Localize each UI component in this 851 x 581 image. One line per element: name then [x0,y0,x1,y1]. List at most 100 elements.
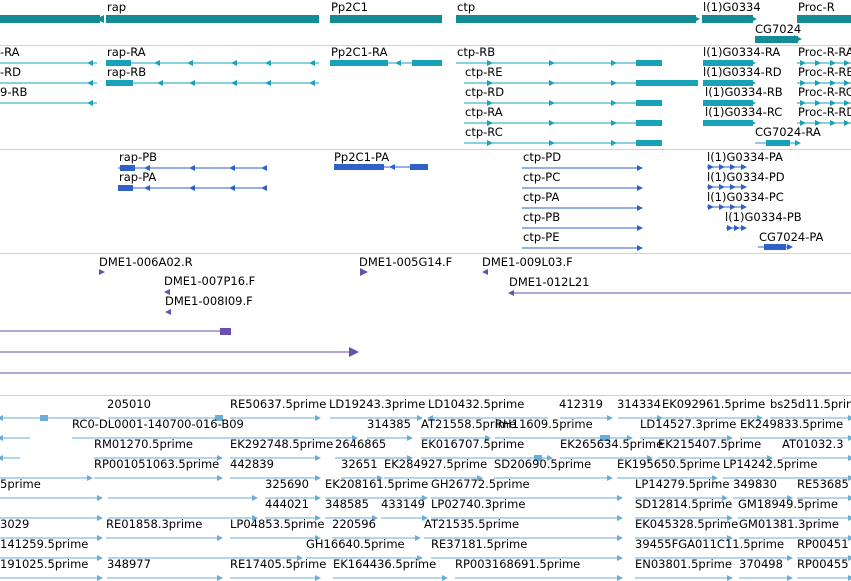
est-label[interactable]: GM18949.5prime [738,497,838,511]
est-label[interactable]: EK249833.5prime [740,417,844,431]
est-label[interactable]: 5prime [0,477,41,491]
insertion-label[interactable]: DME1-007P16.F [164,274,256,288]
est-label[interactable]: AT21535.5prime [424,517,520,531]
translation-exon[interactable] [334,164,384,170]
est-label[interactable]: EK045328.5prime [635,517,739,531]
transcript-label[interactable]: rap-RA [107,45,146,59]
translation-exon[interactable] [118,185,133,191]
est-label[interactable]: EN03801.5prime [635,557,732,571]
est-label[interactable]: RE50637.5prime [230,397,327,411]
est-label[interactable]: 348585 [325,497,369,511]
gene-label[interactable]: Proc-R [798,0,835,14]
est-label[interactable]: RE53685 [797,477,849,491]
est-label[interactable]: EK292748.5prime [230,437,334,451]
transcript-label[interactable]: ctp-RC [465,125,503,139]
translation-label[interactable]: l(1)G0334-PB [725,210,802,224]
gene-bar[interactable] [330,15,442,23]
translation-label[interactable]: rap-PA [119,170,157,184]
translation-label[interactable]: ctp-PE [523,230,560,244]
transcript-label[interactable]: l(1)G0334-RD [703,65,782,79]
est-label[interactable]: 32651 [341,457,378,471]
est-block[interactable] [600,435,610,441]
est-label[interactable]: 412319 [559,397,603,411]
est-label[interactable]: LD10432.5prime [428,397,525,411]
est-label[interactable]: 205010 [107,397,151,411]
est-label[interactable]: EK265634.5prime [560,437,664,451]
transcript-label[interactable]: Proc-R-RB [798,65,851,79]
translation-label[interactable]: Pp2C1-PA [334,150,390,164]
translation-label[interactable]: ctp-PC [523,170,561,184]
insertion-label[interactable]: DME1-012L21 [509,275,590,289]
est-label[interactable]: RM01270.5prime [94,437,193,451]
translation-label[interactable]: ctp-PD [523,150,562,164]
translation-label[interactable]: l(1)G0334-PA [707,150,783,164]
est-label[interactable]: 220596 [332,517,376,531]
gene-label[interactable]: ctp [457,0,476,14]
est-label[interactable]: AT21558.5prime [421,417,517,431]
transcript-label[interactable]: ctp-RA [465,105,503,119]
est-label[interactable]: RP003168691.5prime [455,557,581,571]
gene-bar[interactable] [106,15,319,23]
transcript-exon[interactable] [330,60,388,66]
translation-label[interactable]: ctp-PA [523,190,560,204]
est-label[interactable]: RE17405.5prime [230,557,327,571]
transcript-exon[interactable] [412,60,442,66]
transcript-label[interactable]: -RA [0,45,20,59]
insertion-label[interactable]: DME1-009L03.F [482,255,573,269]
transcript-label[interactable]: Pp2C1-RA [331,45,388,59]
est-label[interactable]: SD12814.5prime [635,497,733,511]
transcript-exon[interactable] [636,140,662,146]
est-label[interactable]: 191025.5prime [0,557,89,571]
est-label[interactable]: 325690 [265,477,309,491]
est-label[interactable]: 314334 [617,397,661,411]
est-label[interactable]: 141259.5prime [0,537,89,551]
gene-bar[interactable] [702,15,753,23]
translation-label[interactable]: rap-PB [119,150,158,164]
est-label[interactable]: EK195650.5prime [617,457,721,471]
est-label[interactable]: EK284927.5prime [384,457,488,471]
insertion-label[interactable]: DME1-006A02.R [99,255,193,269]
est-label[interactable]: RE37181.5prime [431,537,528,551]
transcript-exon[interactable] [766,140,790,146]
transcript-label[interactable]: Proc-R-RD [798,105,851,119]
transcript-label[interactable]: ctp-RD [465,85,505,99]
transcript-label[interactable]: Proc-R-RC [798,85,851,99]
est-label[interactable]: RC0-DL0001-140700-016-B09 [72,417,244,431]
est-label[interactable]: 3029 [0,517,30,531]
translation-label[interactable]: CG7024-PA [759,230,824,244]
est-label[interactable]: AT01032.3 [782,437,844,451]
gene-bar[interactable] [456,15,696,23]
transcript-label[interactable]: l(1)G0334-RC [705,105,783,119]
transcript-exon[interactable] [106,60,131,66]
est-label[interactable]: 39455FGA011C11.5prime [635,537,785,551]
transcript-label[interactable]: ctp-RB [457,45,496,59]
translation-label[interactable]: l(1)G0334-PC [707,190,784,204]
est-label[interactable]: RH11609.5prime [495,417,593,431]
transcript-exon[interactable] [636,120,662,126]
est-label[interactable]: 349830 [733,477,777,491]
est-label[interactable]: GH16640.5prime [306,537,405,551]
translation-exon[interactable] [120,165,135,171]
est-label[interactable]: SD20690.5prime [494,457,592,471]
est-label[interactable]: EK092961.5prime [662,397,766,411]
gene-label[interactable]: l(1)G0334 [703,0,761,14]
translation-exon[interactable] [764,244,786,250]
transcript-label[interactable]: rap-RB [107,65,147,79]
est-label[interactable]: EK016707.5prime [421,437,525,451]
transcript-exon[interactable] [106,80,133,86]
est-label[interactable]: 444021 [265,497,309,511]
est-label[interactable]: RP00451 [797,537,849,551]
est-label[interactable]: 348977 [107,557,151,571]
transcript-label[interactable]: -RD [0,65,21,79]
translation-label[interactable]: ctp-PB [523,210,561,224]
est-label[interactable]: LP04853.5prime [230,517,325,531]
insertion-label[interactable]: DME1-005G14.F [359,255,453,269]
transcript-label[interactable]: l(1)G0334-RB [705,85,783,99]
est-label[interactable]: EK215407.5prime [658,437,762,451]
est-label[interactable]: LP14242.5prime [723,457,818,471]
est-label[interactable]: GM01381.3prime [739,517,839,531]
est-label[interactable]: 370498 [739,557,783,571]
transcript-label[interactable]: Proc-R-RA [798,45,851,59]
transcript-label[interactable]: l(1)G0334-RA [703,45,781,59]
transcript-label[interactable]: CG7024-RA [755,125,821,139]
